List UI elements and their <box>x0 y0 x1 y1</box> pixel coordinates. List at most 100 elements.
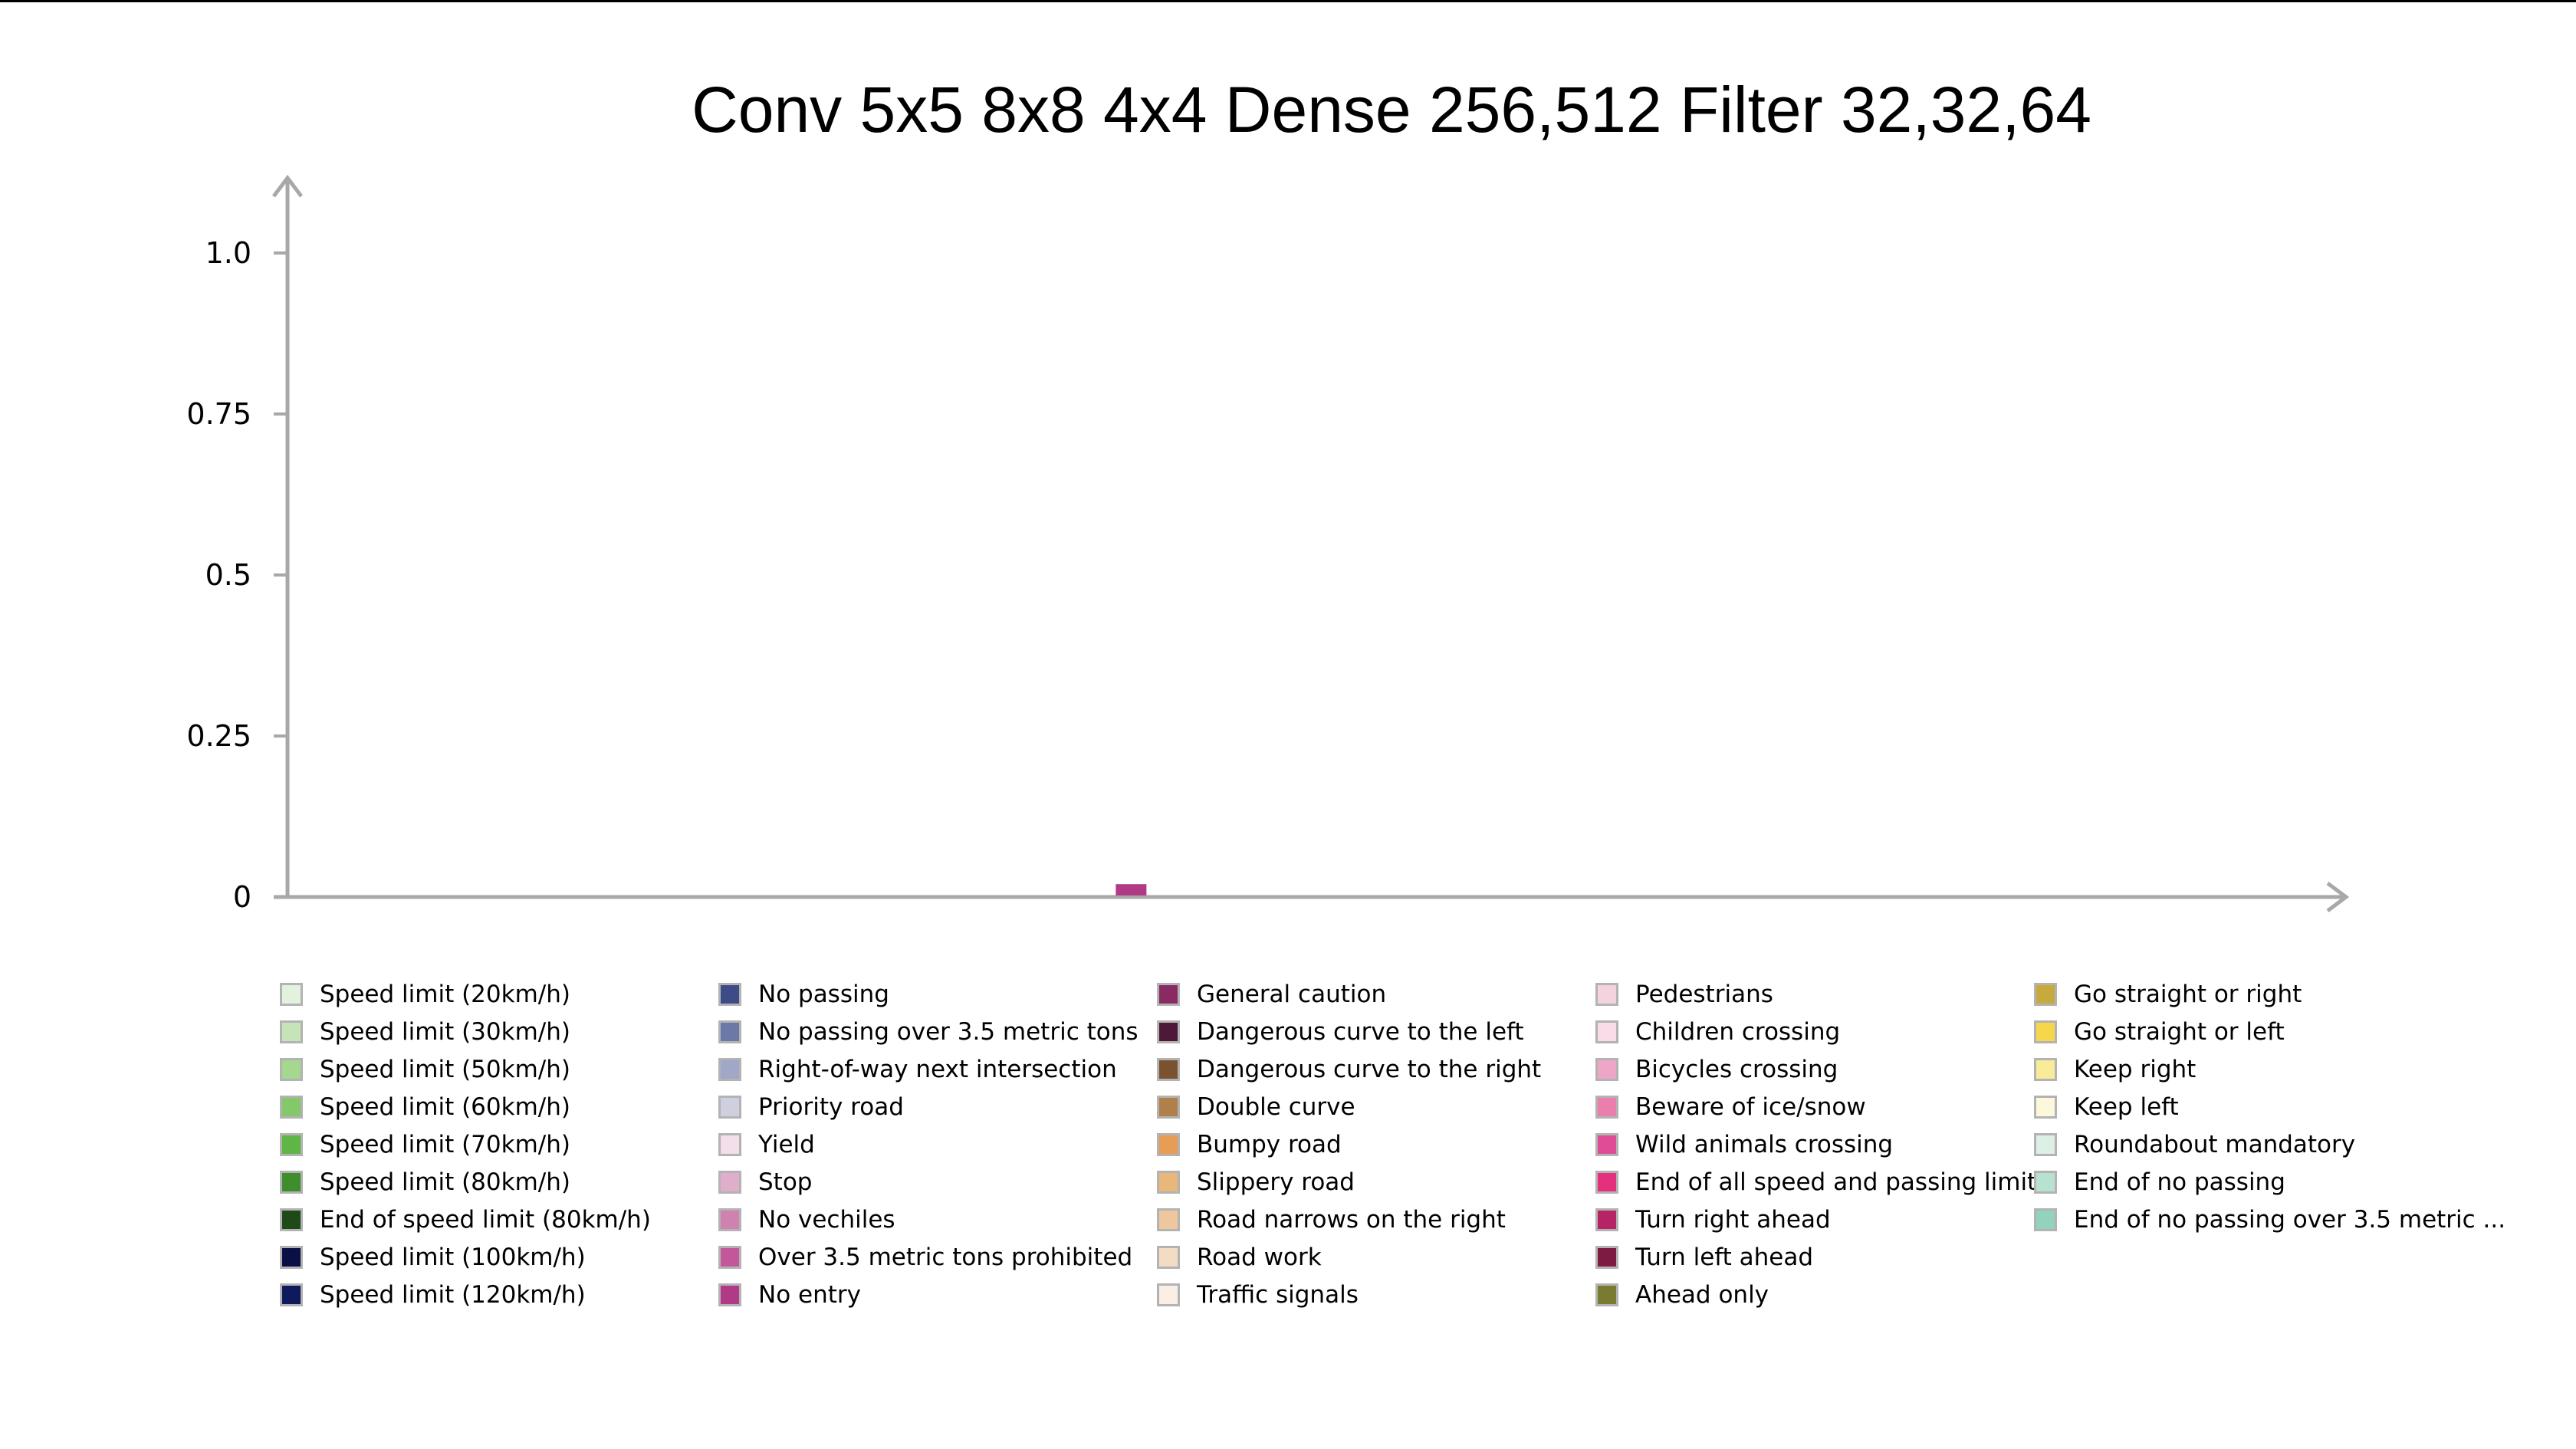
legend-swatch <box>280 982 303 1006</box>
legend-label: No entry <box>758 1280 861 1309</box>
legend-swatch <box>1595 1132 1618 1156</box>
legend-label: Bicycles crossing <box>1635 1055 1838 1083</box>
legend-swatch <box>2034 1208 2057 1231</box>
y-tick-label: 0 <box>233 880 251 914</box>
legend-label: End of all speed and passing limits <box>1635 1168 2049 1196</box>
legend-item: Bumpy road <box>1157 1125 1541 1163</box>
legend-swatch <box>1157 1132 1180 1156</box>
legend-swatch <box>2034 1132 2057 1156</box>
legend-label: Traffic signals <box>1197 1280 1359 1309</box>
legend-label: Children crossing <box>1635 1017 1841 1046</box>
legend-label: Dangerous curve to the left <box>1197 1017 1524 1046</box>
legend-label: Stop <box>758 1168 813 1196</box>
legend-swatch <box>2034 1057 2057 1081</box>
legend-item: Keep right <box>2034 1050 2505 1088</box>
legend-item: Dangerous curve to the left <box>1157 1013 1541 1050</box>
legend-swatch <box>280 1245 303 1269</box>
legend-item: End of speed limit (80km/h) <box>280 1201 651 1238</box>
legend-label: Speed limit (120km/h) <box>320 1280 586 1309</box>
chart-title: Conv 5x5 8x8 4x4 Dense 256,512 Filter 32… <box>692 74 2091 146</box>
legend-item: Speed limit (80km/h) <box>280 1163 651 1201</box>
chart-plot: 0 0.25 0.5 0.75 1.0 <box>186 174 2350 914</box>
legend-swatch <box>718 1170 741 1194</box>
legend-item: Stop <box>718 1163 1138 1201</box>
legend-column: Go straight or right Go straight or left K… <box>2034 975 2505 1238</box>
legend-item: End of all speed and passing limits <box>1595 1163 2049 1201</box>
y-tick-label: 0.25 <box>186 719 251 753</box>
legend-label: Yield <box>758 1130 815 1158</box>
legend-swatch <box>280 1170 303 1194</box>
legend-label: Over 3.5 metric tons prohibited <box>758 1243 1133 1271</box>
legend-swatch <box>1595 1208 1618 1231</box>
legend-item: No entry <box>718 1276 1138 1313</box>
legend-item: Speed limit (70km/h) <box>280 1125 651 1163</box>
legend-label: Priority road <box>758 1092 904 1121</box>
legend-label: Dangerous curve to the right <box>1197 1055 1542 1083</box>
top-border <box>0 0 2576 2</box>
legend-label: Wild animals crossing <box>1635 1130 1894 1158</box>
legend-swatch <box>280 1095 303 1119</box>
legend-item: Pedestrians <box>1595 975 2049 1013</box>
axes <box>272 174 2350 912</box>
legend-item: Speed limit (120km/h) <box>280 1276 651 1313</box>
legend-swatch <box>718 1245 741 1269</box>
legend-label: Speed limit (70km/h) <box>320 1130 570 1158</box>
legend-item: Go straight or right <box>2034 975 2505 1013</box>
bar <box>1116 884 1147 895</box>
y-tick-label: 0.75 <box>186 397 251 431</box>
legend-label: Turn right ahead <box>1635 1205 1831 1234</box>
legend-item: Go straight or left <box>2034 1013 2505 1050</box>
legend-label: End of no passing over 3.5 metric ... <box>2074 1205 2506 1234</box>
legend-swatch <box>1157 1208 1180 1231</box>
legend-item: Keep left <box>2034 1088 2505 1125</box>
legend-swatch <box>1595 1170 1618 1194</box>
legend-swatch <box>1157 1057 1180 1081</box>
y-tick-label: 1.0 <box>205 236 251 270</box>
legend-swatch <box>280 1020 303 1043</box>
legend-item: Speed limit (100km/h) <box>280 1238 651 1276</box>
legend-item: Wild animals crossing <box>1595 1125 2049 1163</box>
legend-item: End of no passing over 3.5 metric ... <box>2034 1201 2505 1238</box>
legend-item: Speed limit (60km/h) <box>280 1088 651 1125</box>
legend-swatch <box>2034 1095 2057 1119</box>
legend-item: Bicycles crossing <box>1595 1050 2049 1088</box>
x-axis-arrow <box>2326 882 2350 912</box>
legend-swatch <box>1157 1020 1180 1043</box>
legend-swatch <box>718 1057 741 1081</box>
legend-label: Beware of ice/snow <box>1635 1092 1866 1121</box>
legend-item: No passing over 3.5 metric tons <box>718 1013 1138 1050</box>
legend-swatch <box>718 1132 741 1156</box>
legend-swatch <box>718 982 741 1006</box>
legend-label: Speed limit (20km/h) <box>320 980 570 1008</box>
legend-item: Priority road <box>718 1088 1138 1125</box>
legend-item: Over 3.5 metric tons prohibited <box>718 1238 1138 1276</box>
legend-label: Ahead only <box>1635 1280 1769 1309</box>
legend-swatch <box>2034 1020 2057 1043</box>
legend: Speed limit (20km/h) Speed limit (30km/h)… <box>280 975 2505 1313</box>
legend-item: Turn right ahead <box>1595 1201 2049 1238</box>
legend-item: Right-of-way next intersection <box>718 1050 1138 1088</box>
bars <box>1116 884 1147 895</box>
legend-swatch <box>1157 1245 1180 1269</box>
legend-swatch <box>2034 982 2057 1006</box>
legend-label: No passing <box>758 980 889 1008</box>
legend-swatch <box>1595 1245 1618 1269</box>
legend-swatch <box>1595 1057 1618 1081</box>
legend-item: General caution <box>1157 975 1541 1013</box>
legend-label: Keep left <box>2074 1092 2179 1121</box>
legend-label: Pedestrians <box>1635 980 1773 1008</box>
legend-swatch <box>718 1020 741 1043</box>
legend-item: Speed limit (50km/h) <box>280 1050 651 1088</box>
legend-item: Children crossing <box>1595 1013 2049 1050</box>
legend-item: End of no passing <box>2034 1163 2505 1201</box>
legend-swatch <box>280 1132 303 1156</box>
y-tick-label: 0.5 <box>205 558 251 592</box>
legend-item: No passing <box>718 975 1138 1013</box>
legend-item: Double curve <box>1157 1088 1541 1125</box>
legend-item: Turn left ahead <box>1595 1238 2049 1276</box>
legend-item: Road narrows on the right <box>1157 1201 1541 1238</box>
legend-swatch <box>718 1283 741 1306</box>
legend-item: Traffic signals <box>1157 1276 1541 1313</box>
legend-label: No passing over 3.5 metric tons <box>758 1017 1138 1046</box>
legend-column: No passing No passing over 3.5 metric ton… <box>718 975 1138 1313</box>
